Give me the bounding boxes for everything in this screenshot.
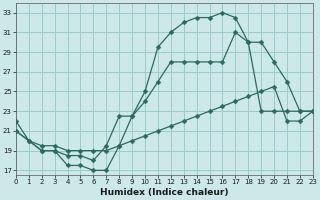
X-axis label: Humidex (Indice chaleur): Humidex (Indice chaleur): [100, 188, 228, 197]
